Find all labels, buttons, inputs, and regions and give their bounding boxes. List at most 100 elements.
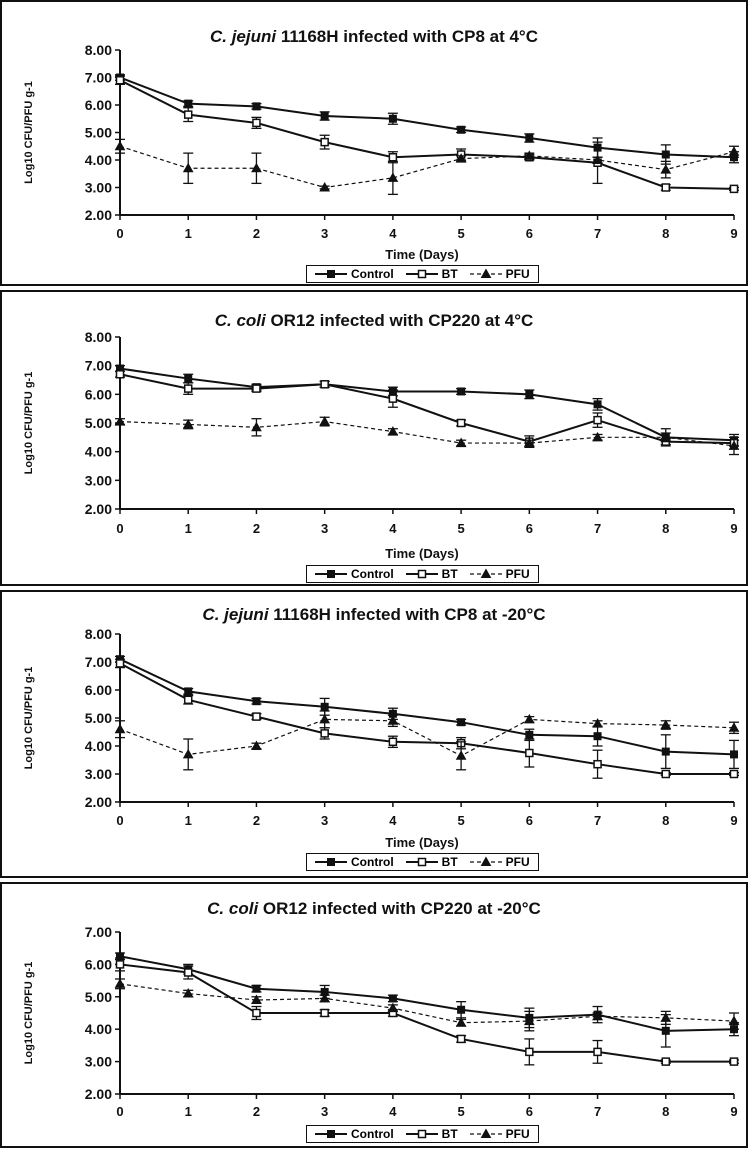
data-point [182,418,194,429]
data-point [114,416,126,426]
legend-item-bt: BT [405,855,458,869]
x-tick-label: 4 [389,521,397,536]
x-tick-label: 0 [116,1104,123,1119]
data-point [115,960,125,969]
data-point [523,1015,535,1026]
legend-symbol [405,269,438,279]
x-tick-label: 1 [185,521,192,536]
legend-item-pfu: PFU [469,855,530,869]
x-tick-label: 3 [321,1104,328,1119]
data-point [525,730,534,739]
y-tick-label: 5.00 [85,125,112,141]
legend-label: PFU [505,1127,530,1141]
chart-svg: C. jejuni 11168H infected with CP8 at 4°… [23,27,740,262]
legend-marker [480,568,492,578]
series-line-control [119,367,735,442]
data-point [728,722,740,732]
y-tick-label: 7.00 [85,654,112,670]
y-tick-label: 5.00 [85,989,112,1005]
y-tick-label: 7.00 [85,924,112,940]
legend: Control BT PFU [306,565,539,583]
data-point [184,374,193,383]
x-tick-label: 8 [662,226,669,241]
data-point [729,184,739,194]
legend-marker [417,569,426,579]
data-point [387,426,399,436]
legend-label: BT [441,567,458,581]
data-point [593,415,602,425]
legend-label: PFU [505,567,530,581]
legend-label: Control [351,1127,394,1141]
y-tick-label: 4.00 [85,444,112,460]
x-tick-label: 4 [389,226,397,241]
data-point [728,1015,740,1026]
legend: Control BT PFU [306,1125,539,1143]
x-tick-label: 9 [730,226,737,241]
data-point [388,153,398,162]
data-point [252,712,261,721]
x-tick-label: 5 [457,226,464,241]
data-point [593,732,602,741]
data-point [184,99,193,108]
data-point [320,112,329,120]
legend-marker [417,857,426,867]
data-point [114,140,126,151]
series-line-bt [119,373,735,445]
data-point [183,384,193,393]
legend: Control BT PFU [306,853,539,871]
data-point [523,150,535,160]
data-point [523,713,535,724]
y-tick-label: 2.00 [85,207,112,223]
y-tick-label: 4.00 [85,1021,112,1037]
data-point [455,437,467,448]
x-tick-label: 0 [116,226,123,241]
chart-panel-4: C. coli OR12 infected with CP220 at -20°… [0,882,748,1148]
data-point [319,416,331,426]
data-point [251,994,262,1005]
x-tick-label: 7 [594,226,601,241]
data-point [592,1010,603,1021]
x-tick-label: 6 [526,521,533,536]
y-tick-label: 6.00 [85,97,112,113]
data-point [660,719,672,729]
data-point [592,154,603,164]
legend-item-bt: BT [405,267,458,281]
data-point [115,370,125,379]
y-tick-label: 4.00 [85,152,112,168]
data-point [661,769,671,779]
y-tick-label: 6.00 [85,682,112,698]
x-tick-label: 6 [526,1104,533,1119]
legend-label: Control [351,855,394,869]
chart-svg: C. coli OR12 infected with CP220 at -20°… [23,899,740,1139]
chart-svg: C. jejuni 11168H infected with CP8 at -2… [23,605,740,850]
y-tick-label: 4.00 [85,738,112,754]
data-point [184,687,193,696]
legend-item-pfu: PFU [469,267,530,281]
legend-symbol [405,1129,438,1139]
x-tick-label: 3 [321,521,328,536]
data-point [251,740,262,750]
data-point [457,387,466,396]
x-tick-label: 1 [185,813,192,828]
chart-panel-3: C. jejuni 11168H infected with CP8 at -2… [0,590,748,878]
data-point [660,431,672,442]
legend-item-control: Control [315,1127,394,1141]
chart-title: C. jejuni 11168H infected with CP8 at -2… [202,605,545,624]
series-line-pfu [119,718,735,757]
legend-marker [417,269,426,279]
data-point [593,759,602,769]
data-point [660,164,672,174]
y-axis-label: Log10 CFU/PFU g-1 [23,372,35,475]
data-point [455,153,467,163]
data-point [320,702,329,711]
data-point [251,421,262,432]
series-pfu [114,416,740,456]
x-tick-label: 4 [389,813,397,828]
y-axis-label: Log10 CFU/PFU g-1 [23,81,35,184]
series-bt [115,370,739,449]
series-line-control [119,76,735,159]
legend-symbol [469,568,502,578]
x-tick-label: 0 [116,813,123,828]
y-tick-label: 3.00 [85,180,112,196]
data-point [182,748,194,759]
